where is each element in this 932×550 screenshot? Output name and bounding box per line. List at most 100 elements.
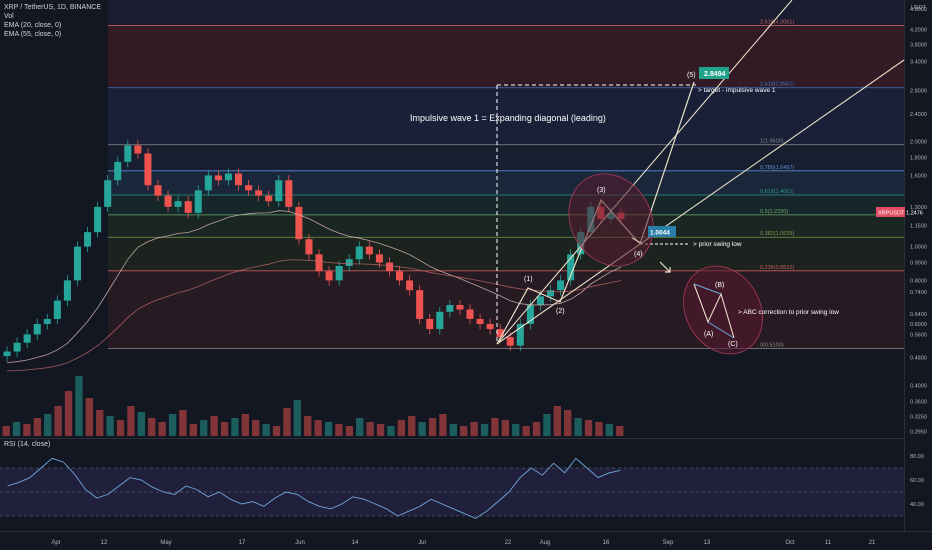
time-axis-tick: Jul bbox=[418, 540, 426, 546]
fib-level-label: 0.618(1.4061) bbox=[760, 189, 794, 195]
ema20-legend: EMA (20, close, 0) bbox=[4, 22, 62, 29]
swing-low-price-tag[interactable] bbox=[648, 226, 676, 237]
volume-bar bbox=[293, 400, 301, 436]
candle-body bbox=[315, 254, 323, 272]
candle-body bbox=[3, 351, 11, 357]
volume-bar bbox=[272, 426, 281, 436]
fib-band bbox=[108, 270, 904, 349]
price-axis-tick: 0.4800 bbox=[910, 356, 927, 362]
abc-label: (B) bbox=[715, 282, 724, 289]
candle-body bbox=[406, 280, 414, 291]
price-axis-tick: 2.8000 bbox=[910, 89, 927, 95]
candle-body bbox=[164, 195, 172, 207]
upper-channel-line bbox=[496, 0, 793, 345]
volume-bar bbox=[314, 420, 322, 436]
wave-label: (5) bbox=[687, 72, 696, 79]
time-axis-tick: 14 bbox=[352, 540, 359, 546]
volume-bar bbox=[522, 426, 530, 436]
time-axis[interactable] bbox=[0, 531, 932, 550]
volume-bar bbox=[231, 418, 239, 436]
price-axis-tick: 1.8000 bbox=[910, 156, 927, 162]
time-axis-tick: 12 bbox=[101, 540, 108, 546]
candle-body bbox=[43, 318, 51, 324]
volume-bar bbox=[106, 416, 114, 436]
price-axis-tick: 1.3000 bbox=[910, 205, 927, 211]
candle-body bbox=[255, 190, 263, 196]
candle-body bbox=[385, 262, 394, 272]
candle-body bbox=[526, 304, 534, 324]
candle-body bbox=[355, 246, 363, 260]
volume-bar bbox=[324, 422, 333, 436]
fib-level-label: 1(1.9600) bbox=[760, 139, 784, 145]
candle-body bbox=[516, 323, 524, 346]
time-axis-tick: 13 bbox=[704, 540, 711, 546]
time-axis-tick: 21 bbox=[869, 540, 876, 546]
volume-bar bbox=[220, 422, 229, 436]
price-axis-tick: 0.2950 bbox=[910, 429, 927, 435]
fib-retracement[interactable]: 2.618(4.3061) 1.618(2.8561) 1(1.9600) 0.786… bbox=[108, 0, 904, 349]
price-axis-tick: 0.4000 bbox=[910, 383, 927, 389]
price-axis-tick: 0.9000 bbox=[910, 261, 927, 267]
time-axis-tick: Apr bbox=[51, 540, 60, 546]
price-axis-tick: 2.0000 bbox=[910, 140, 927, 146]
target-value: 2.8494 bbox=[704, 71, 726, 78]
time-axis-tick: Aug bbox=[540, 540, 551, 546]
wave-drawings[interactable] bbox=[496, 0, 905, 368]
volume-bar bbox=[210, 416, 218, 436]
symbol-title: XRP / TetherUS, 1D, BINANCE bbox=[4, 4, 101, 11]
price-axis-tick: 4.8000 bbox=[910, 7, 927, 13]
candle-body bbox=[275, 180, 283, 202]
target-price-tag[interactable] bbox=[699, 67, 729, 79]
volume-bar bbox=[543, 414, 551, 436]
candle-body bbox=[546, 290, 555, 297]
volume-bar bbox=[304, 416, 312, 436]
volume-bar bbox=[470, 422, 478, 436]
price-axis-tick: 0.3600 bbox=[910, 399, 927, 405]
fib-level-label: 0(0.5100) bbox=[760, 343, 784, 349]
volume-bar bbox=[553, 406, 561, 436]
candle-body bbox=[194, 190, 202, 213]
ema55-legend: EMA (55, close, 0) bbox=[4, 31, 62, 38]
candle-body bbox=[124, 145, 132, 162]
volume-bar bbox=[564, 410, 572, 436]
fib-band bbox=[108, 87, 904, 145]
price-axis-tick: 1.0000 bbox=[910, 245, 927, 251]
abc-text: > ABC correction to prior swing low bbox=[738, 309, 839, 316]
price-axis-tick: 0.6000 bbox=[910, 322, 927, 328]
candle-body bbox=[104, 180, 112, 207]
price-axis-tick: 3.4000 bbox=[910, 59, 927, 65]
volume-bar bbox=[574, 418, 582, 436]
wave-label: (2) bbox=[556, 308, 565, 315]
rsi-axis-tick: 80.00 bbox=[910, 454, 924, 460]
fib-level-label: 0.382(1.0639) bbox=[760, 231, 794, 237]
fib-band bbox=[108, 144, 904, 171]
volume-bar bbox=[127, 406, 135, 436]
candle-body bbox=[13, 342, 21, 352]
swing-low-text: > prior swing low bbox=[693, 241, 742, 248]
candle-body bbox=[345, 259, 353, 266]
candle-body bbox=[506, 337, 514, 346]
volume-bar bbox=[439, 414, 447, 436]
volume-bar bbox=[460, 426, 468, 436]
price-axis[interactable] bbox=[904, 0, 932, 550]
candle-body bbox=[396, 271, 404, 281]
volume-bar bbox=[418, 422, 426, 436]
volume-bar bbox=[387, 426, 395, 436]
current-price-tag[interactable] bbox=[876, 207, 905, 217]
volume-bar bbox=[595, 422, 603, 436]
candle-body bbox=[557, 280, 565, 291]
price-axis-tick: 0.6400 bbox=[910, 312, 927, 318]
volume-bar bbox=[512, 424, 520, 436]
abc-path bbox=[693, 283, 735, 339]
candle-body bbox=[114, 161, 122, 181]
volume-bar bbox=[366, 422, 374, 436]
swing-low-value: 1.0044 bbox=[650, 230, 670, 237]
volume-bar bbox=[158, 422, 166, 436]
fib-level-label: 0.5(1.2330) bbox=[760, 209, 788, 215]
correction-arrow bbox=[659, 261, 671, 273]
abc-label: (C) bbox=[728, 341, 738, 348]
wave-title: Impulsive wave 1 = Expanding diagonal (l… bbox=[410, 113, 606, 123]
rsi-indicator bbox=[0, 457, 904, 519]
candle-body bbox=[496, 329, 504, 338]
